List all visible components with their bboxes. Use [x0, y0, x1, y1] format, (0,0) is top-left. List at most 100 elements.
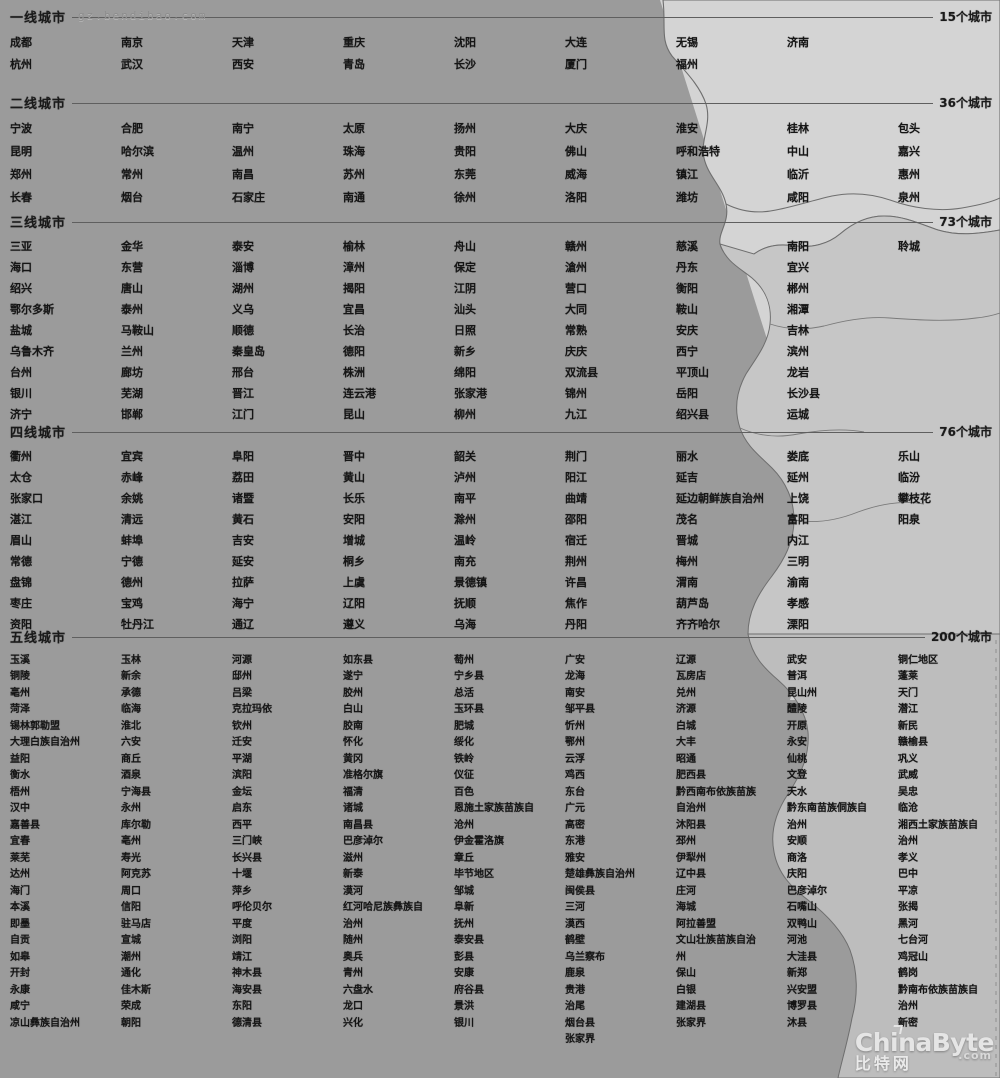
city-item: 南昌	[232, 168, 254, 182]
city-item-empty	[898, 363, 1000, 384]
city-item: 德阳	[343, 345, 365, 359]
city-item: 寿光	[121, 852, 141, 864]
city-item: 泰安	[232, 240, 254, 254]
city-item: 义乌	[232, 303, 254, 317]
city-item: 福州	[676, 57, 698, 71]
city-item: 衡水	[10, 770, 30, 782]
city-item: 佳木斯	[121, 984, 151, 996]
city-item: 乐山	[898, 450, 920, 464]
city-item: 上虞	[343, 576, 365, 590]
city-item: 开封	[10, 968, 30, 980]
city-item: 河源	[232, 654, 252, 666]
city-item: 赣州	[565, 240, 587, 254]
city-item: 柳州	[454, 408, 476, 422]
city-item: 酒泉	[121, 770, 141, 782]
city-item: 秦皇岛	[232, 345, 265, 359]
city-item: 博罗县	[787, 1001, 817, 1013]
section-title-tier2: 二线城市	[10, 96, 67, 112]
city-item: 三河	[565, 902, 585, 914]
city-item: 莱芜	[10, 852, 30, 864]
city-item: 岳阳	[676, 387, 698, 401]
city-grid-tier3: 三亚 海口 绍兴 鄂尔多斯 盐城 乌鲁木齐 台州 银川 济宁 金华 东营 唐山 泰州 马鞍山 兰州 廊坊 芜湖邯…	[0, 237, 1000, 426]
city-item: 兴化	[343, 1017, 363, 1029]
city-item: 赤峰	[121, 471, 143, 485]
city-item: 扬州	[454, 122, 476, 136]
city-item: 潍坊	[676, 191, 698, 205]
city-item: 韶关	[454, 450, 476, 464]
section-header-tier5: 五线城市 200个城市	[0, 626, 1000, 646]
city-item: 菏泽	[10, 704, 30, 716]
city-item: 延吉	[676, 471, 698, 485]
city-item: 沈阳	[454, 35, 476, 49]
city-item: 承德	[121, 687, 141, 699]
city-item: 聆城	[898, 240, 920, 254]
city-item: 仙桃	[787, 753, 807, 765]
city-item: 烟台县	[565, 1017, 595, 1029]
city-item: 成都	[10, 35, 32, 49]
city-item: 吕梁	[232, 687, 252, 699]
city-item: 永州	[121, 803, 141, 815]
city-item: 龙海	[565, 671, 585, 683]
city-item: 龙口	[343, 1001, 363, 1013]
city-item: 泉州	[898, 191, 920, 205]
city-item: 双流县	[565, 366, 598, 380]
city-item: 邢台	[232, 366, 254, 380]
city-item: 邳州	[676, 836, 696, 848]
city-item: 海口	[10, 261, 32, 275]
city-item: 湘潭	[787, 303, 809, 317]
city-item: 宿迁	[565, 534, 587, 548]
city-item: 河池	[787, 935, 807, 947]
city-item: 邵阳	[565, 513, 587, 527]
city-item: 鸡西	[565, 770, 585, 782]
city-item: 绍兴	[10, 282, 32, 296]
section-header-tier3: 三线城市 73个城市	[0, 211, 1000, 231]
city-item: 惠州	[898, 168, 920, 182]
city-item: 衢州	[10, 450, 32, 464]
city-item: 准格尔旗	[343, 770, 383, 782]
city-item: 衡阳	[676, 282, 698, 296]
city-grid-tier5: 玉溪 铜陵 亳州 菏泽 锡林郭勒盟 大理白族自治州 益阳 衡水 梧州 汉中 嘉善县 宜春 莱芜 达州 海门本…	[0, 652, 1000, 1048]
city-item: 铁岭	[454, 753, 474, 765]
city-item: 鄂尔多斯	[10, 303, 54, 317]
city-item: 渭南	[676, 576, 698, 590]
city-item: 阿拉善盟	[676, 918, 716, 930]
city-item: 太仓	[10, 471, 32, 485]
city-item: 淮北	[121, 720, 141, 732]
city-item: 石嘴山	[787, 902, 817, 914]
city-item: 奥兵	[343, 951, 363, 963]
section-header-tier2: 二线城市 36个城市	[0, 92, 1000, 112]
city-item: 台州	[10, 366, 32, 380]
city-item: 西安	[232, 57, 254, 71]
city-item: 焦作	[565, 597, 587, 611]
city-item: 新余	[121, 671, 141, 683]
city-item: 朝阳	[121, 1017, 141, 1029]
city-item: 仪征	[454, 770, 474, 782]
map-inner-border-1	[725, 193, 1000, 213]
city-item: 锦州	[565, 387, 587, 401]
city-item: 许昌	[565, 576, 587, 590]
city-item: 醴陵	[787, 704, 807, 716]
city-item-empty	[898, 531, 1000, 552]
city-item: 张揭	[898, 902, 918, 914]
city-item: 滋州	[343, 852, 363, 864]
city-item: 嘉善县	[10, 819, 40, 831]
city-item: 常熟	[565, 324, 587, 338]
city-item: 合肥	[121, 122, 143, 136]
city-item: 宜宾	[121, 450, 143, 464]
city-item: 十堰	[232, 869, 252, 881]
city-item: 银川	[10, 387, 32, 401]
city-item: 永安	[787, 737, 807, 749]
city-item: 福清	[343, 786, 363, 798]
city-item: 南平	[454, 492, 476, 506]
city-item: 蓬莱	[898, 671, 918, 683]
city-item: 巴彦淖尔	[787, 885, 827, 897]
city-item-empty	[898, 342, 1000, 363]
city-item: 邸州	[232, 671, 252, 683]
city-item: 普洱	[787, 671, 807, 683]
city-item-empty	[676, 1032, 787, 1049]
city-item: 吉林	[787, 324, 809, 338]
city-item: 保山	[676, 968, 696, 980]
city-item: 揭阳	[343, 282, 365, 296]
city-item: 武安	[787, 654, 807, 666]
